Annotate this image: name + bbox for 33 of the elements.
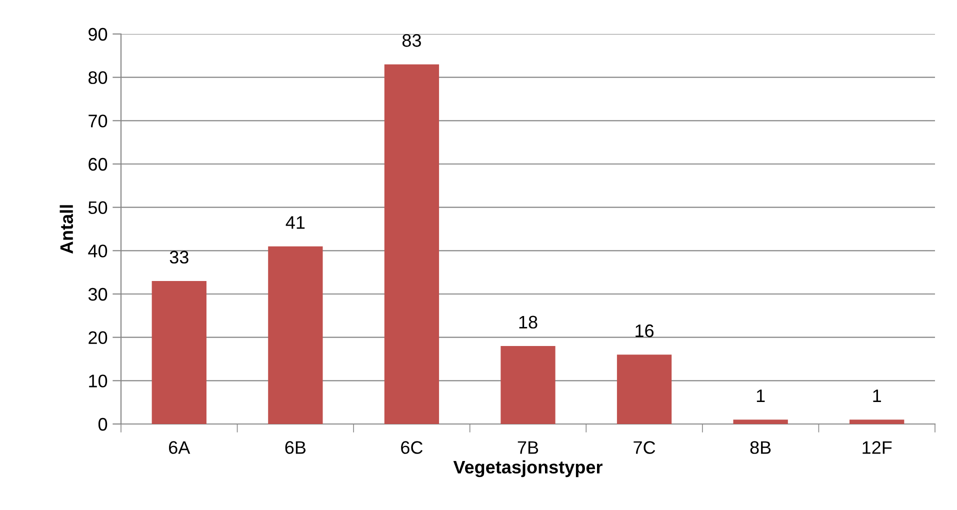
data-label: 1 [873, 390, 881, 402]
bar [850, 420, 904, 424]
y-tick-label: 80 [88, 71, 108, 84]
bar [268, 246, 323, 424]
y-tick-label: 70 [88, 114, 108, 128]
x-tick-label: 8B [750, 441, 771, 454]
bar [152, 281, 206, 424]
y-tick-label: 10 [89, 374, 108, 388]
data-label: 18 [519, 316, 538, 329]
data-label: 33 [170, 250, 188, 264]
x-tick-label: 6B [285, 441, 306, 454]
y-tick-label: 90 [88, 28, 108, 41]
x-tick-label: 7C [634, 441, 656, 454]
y-tick-label: 20 [88, 331, 108, 344]
y-axis-title: Antall [60, 205, 74, 254]
x-tick-label: 12F [862, 441, 892, 454]
bar [500, 346, 556, 424]
bar [616, 354, 672, 424]
x-tick-label: 6C [401, 441, 423, 454]
y-tick-label: 0 [98, 418, 108, 431]
data-label: 16 [636, 324, 654, 338]
y-tick-label: 40 [88, 244, 108, 258]
data-label: 1 [756, 390, 765, 402]
bar [384, 64, 440, 424]
x-axis-title: Vegetasjonstyper [453, 460, 602, 478]
data-label: 41 [286, 216, 305, 229]
x-tick-label: 7B [518, 441, 538, 454]
y-tick-label: 30 [88, 288, 108, 301]
x-tick-label: 6A [169, 441, 190, 454]
bar [733, 420, 788, 424]
y-tick-label: 60 [88, 158, 108, 171]
data-label: 83 [402, 34, 421, 47]
y-tick-label: 50 [88, 201, 108, 214]
